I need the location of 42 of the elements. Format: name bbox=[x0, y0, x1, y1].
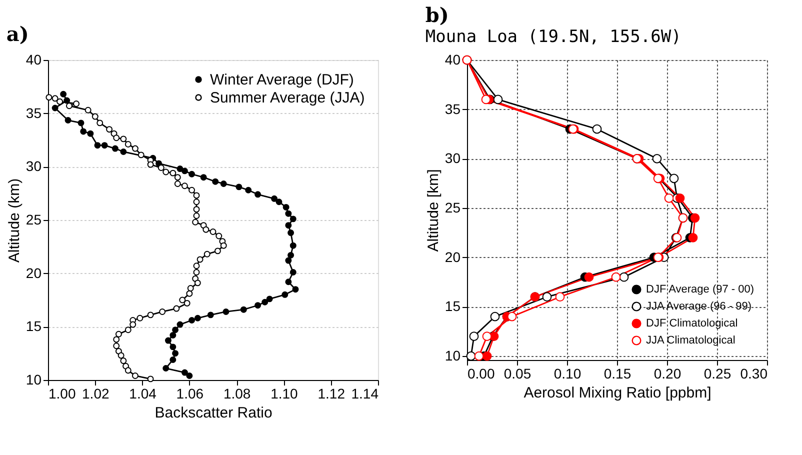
x-tick-label: 0.05 bbox=[504, 366, 532, 382]
y-tick-label: 10 bbox=[444, 348, 461, 364]
y-tick-label: 20 bbox=[444, 248, 461, 265]
legend-label: JJA Average (96 - 99) bbox=[646, 300, 752, 312]
chart-title: a) bbox=[6, 22, 29, 46]
y-axis-title: Altitude (km) bbox=[6, 178, 23, 263]
legend-label: JJA Climatological bbox=[646, 334, 736, 346]
x-tick-label: 1.12 bbox=[318, 386, 346, 402]
x-tick-label: 1.00 bbox=[48, 386, 76, 402]
x-tick-label: 0.10 bbox=[554, 366, 582, 382]
y-tick-label: 15 bbox=[444, 298, 461, 314]
y-tick-label: 35 bbox=[26, 104, 42, 121]
y-tick-label: 20 bbox=[26, 264, 42, 281]
y-tick-label: 40 bbox=[444, 52, 461, 68]
y-tick-label: 30 bbox=[444, 150, 461, 166]
x-tick-label: 1.02 bbox=[82, 386, 110, 402]
x-tick-label: 1.08 bbox=[223, 386, 251, 402]
x-tick-label: 1.04 bbox=[129, 386, 157, 402]
x-axis-title: Aerosol Mixing Ratio [ppbm] bbox=[524, 384, 712, 402]
chart-subtitle: Mouna Loa (19.5N, 155.6W) bbox=[425, 27, 682, 47]
x-tick-label: 0.20 bbox=[654, 366, 682, 382]
legend-label: DJF Average (97 - 00) bbox=[646, 284, 754, 296]
legend-label: Summer Average (JJA) bbox=[210, 90, 365, 106]
x-tick-label: 1.10 bbox=[270, 386, 298, 402]
y-tick-label: 25 bbox=[26, 212, 42, 228]
chart-title: b) bbox=[425, 3, 449, 27]
y-tick-label: 40 bbox=[26, 52, 42, 68]
y-tick-label: 30 bbox=[26, 158, 42, 174]
x-tick-label: 0.30 bbox=[740, 366, 768, 382]
y-tick-label: 15 bbox=[26, 318, 42, 334]
y-tick-label: 25 bbox=[444, 200, 461, 216]
y-tick-label: 10 bbox=[26, 372, 42, 388]
x-tick-label: 1.14 bbox=[351, 386, 379, 402]
y-axis-title: Altitude [km] bbox=[424, 169, 442, 252]
x-tick-label: 1.06 bbox=[176, 386, 204, 402]
x-tick-label: 0.15 bbox=[604, 366, 632, 382]
legend-label: Winter Average (DJF) bbox=[210, 72, 354, 88]
x-tick-label: 0.25 bbox=[704, 366, 732, 382]
y-tick-label: 35 bbox=[444, 100, 461, 117]
x-axis-title: Backscatter Ratio bbox=[154, 404, 272, 422]
x-tick-label: 0.00 bbox=[468, 366, 495, 382]
legend-label: DJF Climatological bbox=[646, 318, 738, 330]
